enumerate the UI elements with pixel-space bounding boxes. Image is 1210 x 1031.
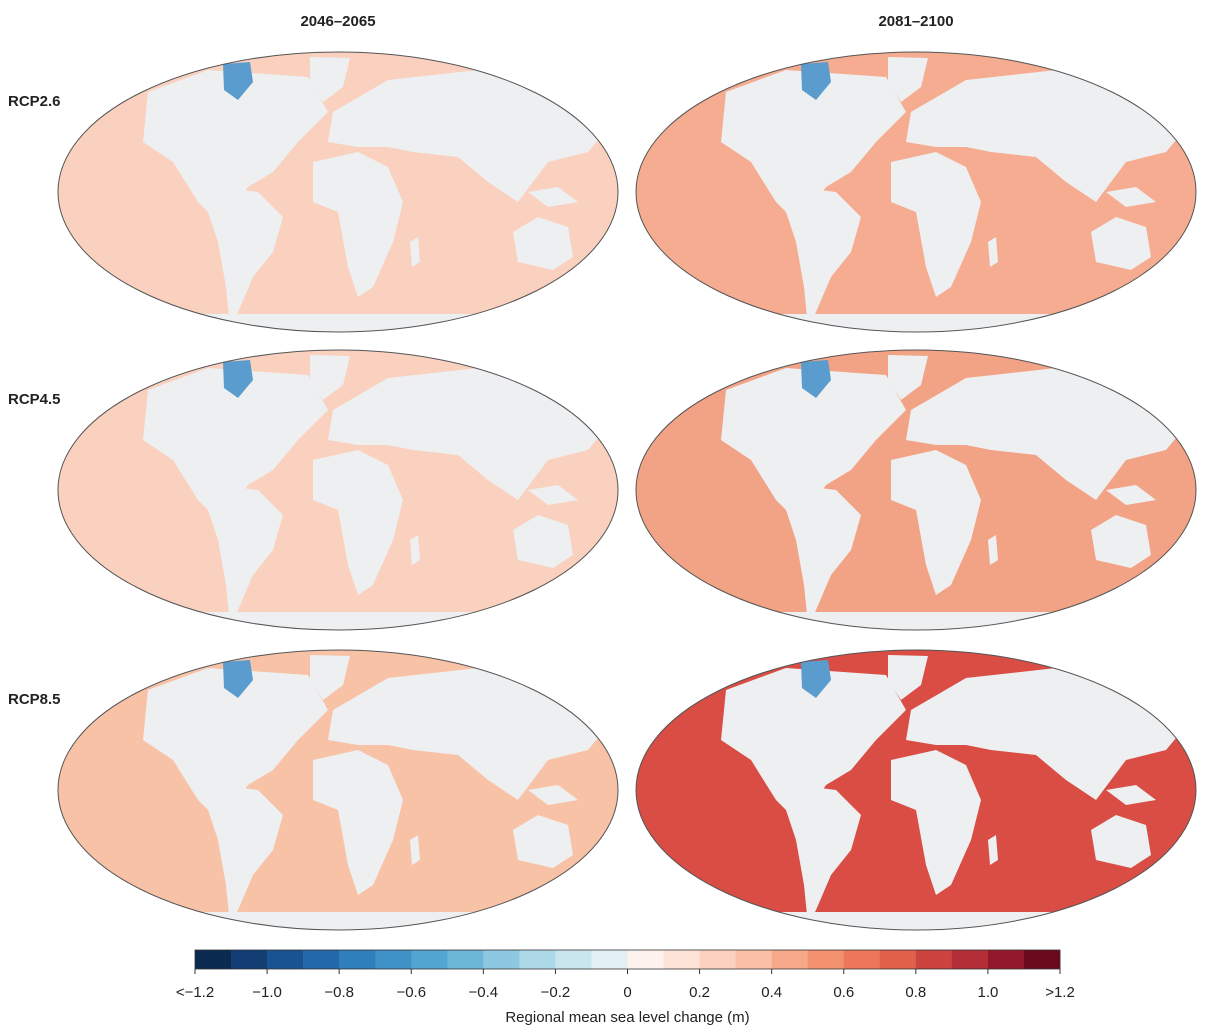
colorbar-bin: [195, 950, 232, 969]
colorbar-bin: [411, 950, 448, 969]
colorbar-bin: [951, 950, 989, 969]
map-outline: [57, 649, 619, 931]
colorbar-bin: [915, 950, 953, 969]
colorbar-bin: [555, 950, 592, 969]
colorbar-tick-label: −0.8: [324, 984, 354, 1001]
colorbar-tick-label: >1.2: [1045, 984, 1075, 1001]
colorbar-tick-label: −0.4: [469, 984, 499, 1001]
colorbar-bin: [771, 950, 809, 969]
colorbar-tick-label: 0.6: [833, 984, 854, 1001]
map-panel: [57, 51, 619, 333]
map-body: [58, 650, 618, 930]
column-title: 2046–2065: [300, 13, 375, 30]
column-title: 2081–2100: [878, 13, 953, 30]
colorbar-tick-label: <−1.2: [176, 984, 214, 1001]
colorbar-tick-label: −0.2: [541, 984, 571, 1001]
colorbar-bin: [627, 950, 664, 969]
colorbar-bin: [591, 950, 628, 969]
colorbar-tick-label: 0.2: [689, 984, 710, 1001]
colorbar-bin: [1023, 950, 1061, 969]
map-outline: [635, 349, 1197, 631]
colorbar-bin: [447, 950, 484, 969]
colorbar-bin: [843, 950, 881, 969]
row-label: RCP2.6: [8, 93, 61, 110]
colorbar-tick-label: 0.4: [761, 984, 782, 1001]
colorbar-bin: [807, 950, 845, 969]
colorbar-bin: [231, 950, 268, 969]
colorbar-tick-label: 1.0: [977, 984, 998, 1001]
colorbar-tick-label: 0: [623, 984, 631, 1001]
map-panel: [57, 349, 619, 631]
colorbar-bin: [879, 950, 917, 969]
map-body: [636, 52, 1196, 332]
map-body: [636, 350, 1196, 630]
map-body: [58, 52, 618, 332]
map-panel: [57, 649, 619, 931]
row-label: RCP4.5: [8, 391, 61, 408]
colorbar-bin: [663, 950, 700, 969]
colorbar-tick-label: −0.6: [396, 984, 426, 1001]
row-label: RCP8.5: [8, 691, 61, 708]
colorbar-bin: [699, 950, 736, 969]
colorbar-bin: [339, 950, 376, 969]
colorbar-tick-label: 0.8: [905, 984, 926, 1001]
map-body: [58, 350, 618, 630]
map-panel: [635, 649, 1197, 931]
colorbar-bin: [375, 950, 412, 969]
colorbar-bin: [987, 950, 1025, 969]
colorbar-bin: [735, 950, 772, 969]
map-panel: [635, 51, 1197, 333]
map-panel: [635, 349, 1197, 631]
colorbar-tick-label: −1.0: [252, 984, 282, 1001]
map-outline: [635, 649, 1197, 931]
colorbar-bin: [519, 950, 556, 969]
map-outline: [57, 51, 619, 333]
map-outline: [635, 51, 1197, 333]
map-outline: [57, 349, 619, 631]
map-body: [636, 650, 1196, 930]
colorbar-bin: [267, 950, 304, 969]
colorbar-bin: [483, 950, 520, 969]
colorbar-bin: [303, 950, 340, 969]
colorbar-label: Regional mean sea level change (m): [505, 1009, 749, 1026]
